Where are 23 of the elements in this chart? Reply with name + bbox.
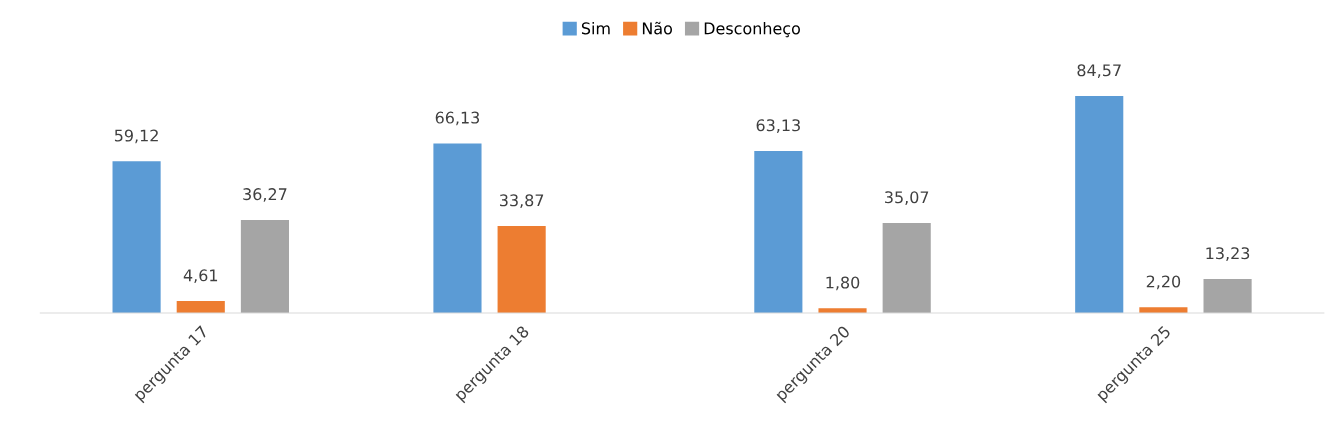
- data-label: 2,20: [1146, 275, 1181, 290]
- legend-label: Desconheço: [704, 22, 800, 38]
- legend-label: Sim: [581, 22, 610, 35]
- bar: [882, 223, 931, 313]
- data-label: 84,57: [1077, 64, 1121, 78]
- bar: [112, 161, 161, 313]
- data-label: 1,80: [826, 276, 860, 291]
- bar: [240, 219, 289, 313]
- bar: [754, 151, 803, 313]
- bar: [176, 301, 225, 313]
- bar: [497, 226, 546, 313]
- bar: [1075, 96, 1124, 313]
- data-label: 35,07: [885, 191, 929, 205]
- data-label: 59,12: [114, 129, 158, 144]
- data-label: 36,27: [243, 188, 287, 202]
- bar: [1203, 279, 1252, 313]
- bar: [433, 143, 482, 313]
- data-label: 13,23: [1206, 247, 1250, 261]
- data-label: 4,61: [183, 269, 218, 283]
- data-label: 33,87: [500, 194, 544, 208]
- data-label: 66,13: [435, 111, 480, 126]
- data-label: 63,13: [756, 119, 800, 133]
- legend-label: Não: [642, 21, 672, 35]
